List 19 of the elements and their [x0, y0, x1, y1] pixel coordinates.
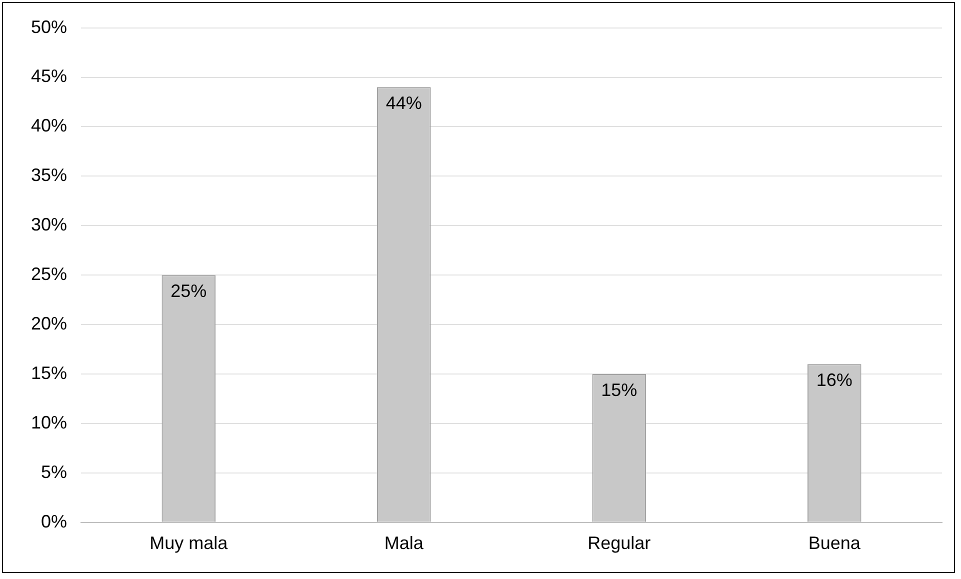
y-tick-label: 5% — [41, 462, 68, 482]
y-tick-label: 30% — [30, 214, 68, 235]
y-tick-label: 15% — [30, 362, 68, 383]
x-tick-label: Buena — [808, 533, 862, 554]
y-tick-label: 0% — [41, 511, 68, 532]
y-tick-label: 40% — [30, 116, 68, 136]
y-tick-label: 50% — [30, 16, 68, 37]
y-tick-label: 10% — [30, 412, 68, 432]
x-tick-label: Regular — [588, 533, 651, 554]
data-label: 44% — [386, 93, 422, 114]
y-tick-label: 45% — [30, 66, 68, 86]
x-tick-label: Muy mala — [150, 533, 229, 554]
data-label: 16% — [816, 370, 852, 390]
x-tick-label: Mala — [384, 533, 424, 554]
y-tick-label: 25% — [30, 264, 68, 284]
data-label: 15% — [601, 380, 638, 400]
y-tick-label: 20% — [30, 314, 68, 334]
data-label: 25% — [170, 281, 207, 302]
y-tick-label: 35% — [30, 165, 68, 186]
